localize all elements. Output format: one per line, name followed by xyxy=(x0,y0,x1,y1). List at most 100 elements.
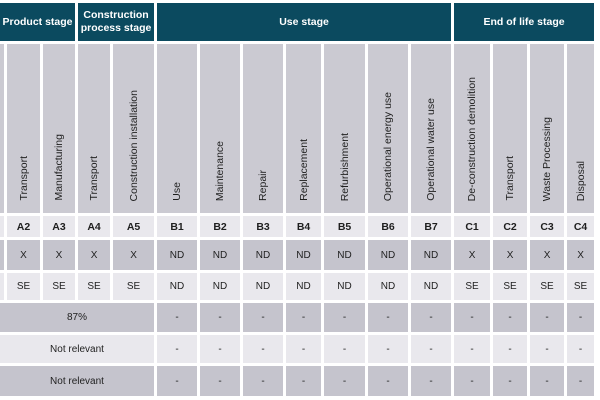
module-label-cell: De-construction demolition xyxy=(454,44,491,213)
cut-column-cell xyxy=(0,273,4,300)
module-label-cell: Waste Processing xyxy=(530,44,565,213)
module-code: C2 xyxy=(493,216,528,237)
module-label-cell: Transport xyxy=(493,44,528,213)
bottom-row-label: 87% xyxy=(0,303,155,332)
cut-column-cell xyxy=(0,44,4,213)
dash-cell: - xyxy=(368,335,409,363)
scenario-cell: ND xyxy=(157,273,198,300)
dash-cell: - xyxy=(454,303,491,332)
module-label-cell: Transport xyxy=(78,44,111,213)
module-code: C1 xyxy=(454,216,491,237)
module-name-row: Transport Manufacturing Transport Constr… xyxy=(0,44,595,213)
dash-cell: - xyxy=(243,303,284,332)
scenario-cell: SE xyxy=(113,273,155,300)
dash-cell: - xyxy=(243,335,284,363)
module-label-cell: Replacement xyxy=(286,44,322,213)
module-label: Operational water use xyxy=(425,98,438,201)
module-code: A5 xyxy=(113,216,155,237)
scenario-cell: SE xyxy=(530,273,565,300)
module-code: B2 xyxy=(200,216,241,237)
module-label-cell: Maintenance xyxy=(200,44,241,213)
dash-cell: - xyxy=(411,303,452,332)
module-code: B1 xyxy=(157,216,198,237)
dash-cell: - xyxy=(493,366,528,396)
module-label: Transport xyxy=(504,156,517,201)
module-code: A3 xyxy=(43,216,76,237)
declared-cell: X xyxy=(567,240,595,270)
dash-cell: - xyxy=(324,335,366,363)
dash-cell: - xyxy=(567,366,595,396)
declared-cell: ND xyxy=(324,240,366,270)
dash-cell: - xyxy=(411,366,452,396)
dash-cell: - xyxy=(200,366,241,396)
dash-cell: - xyxy=(530,366,565,396)
declared-cell: X xyxy=(43,240,76,270)
module-label-cell: Refurbishment xyxy=(324,44,366,213)
stage-header-row: Product stage Construction process stage… xyxy=(0,3,595,41)
dash-cell: - xyxy=(157,366,198,396)
dash-cell: - xyxy=(286,335,322,363)
declared-cell: X xyxy=(113,240,155,270)
module-code: B7 xyxy=(411,216,452,237)
stage-header-construction: Construction process stage xyxy=(78,3,155,41)
scenario-cell: SE xyxy=(567,273,595,300)
scenario-cell: SE xyxy=(7,273,40,300)
cut-column-cell xyxy=(0,216,4,237)
declared-cell: X xyxy=(78,240,111,270)
module-label-cell: Operational water use xyxy=(411,44,452,213)
dash-cell: - xyxy=(200,335,241,363)
bottom-row-percentage: 87% - - - - - - - - - - - xyxy=(0,303,595,332)
module-label: Transport xyxy=(88,156,101,201)
module-label: De-construction demolition xyxy=(466,76,479,201)
dash-cell: - xyxy=(368,303,409,332)
declared-cell: X xyxy=(7,240,40,270)
module-code: B5 xyxy=(324,216,366,237)
module-label-cell: Disposal xyxy=(567,44,595,213)
dash-cell: - xyxy=(530,335,565,363)
dash-cell: - xyxy=(454,335,491,363)
declared-cell: X xyxy=(530,240,565,270)
scenario-row: SE SE SE SE ND ND ND ND ND ND ND SE SE S… xyxy=(0,273,595,300)
dash-cell: - xyxy=(157,303,198,332)
module-label: Operational energy use xyxy=(382,91,395,201)
scenario-cell: ND xyxy=(411,273,452,300)
declared-cell: X xyxy=(493,240,528,270)
module-label: Refurbishment xyxy=(338,132,351,201)
scenario-cell: ND xyxy=(368,273,409,300)
module-code: B3 xyxy=(243,216,284,237)
declared-cell: ND xyxy=(286,240,322,270)
module-label-cell: Construction installation xyxy=(113,44,155,213)
stage-header-end-of-life: End of life stage xyxy=(454,3,595,41)
module-code: B6 xyxy=(368,216,409,237)
dash-cell: - xyxy=(243,366,284,396)
declared-cell: ND xyxy=(157,240,198,270)
dash-cell: - xyxy=(324,303,366,332)
dash-cell: - xyxy=(493,303,528,332)
module-code: A2 xyxy=(7,216,40,237)
module-label: Maintenance xyxy=(214,140,227,201)
module-label-cell: Manufacturing xyxy=(43,44,76,213)
module-code: B4 xyxy=(286,216,322,237)
module-code: C3 xyxy=(530,216,565,237)
module-label-cell: Operational energy use xyxy=(368,44,409,213)
module-label: Manufacturing xyxy=(53,134,66,201)
scenario-cell: ND xyxy=(200,273,241,300)
declared-cell: X xyxy=(454,240,491,270)
scenario-cell: SE xyxy=(78,273,111,300)
module-label: Use xyxy=(171,182,184,201)
scenario-cell: SE xyxy=(493,273,528,300)
bottom-row-not-relevant-1: Not relevant - - - - - - - - - - - xyxy=(0,335,595,363)
declared-cell: ND xyxy=(368,240,409,270)
dash-cell: - xyxy=(368,366,409,396)
module-code-row: A2 A3 A4 A5 B1 B2 B3 B4 B5 B6 B7 C1 C2 C… xyxy=(0,216,595,237)
declared-module-row: X X X X ND ND ND ND ND ND ND X X X X xyxy=(0,240,595,270)
dash-cell: - xyxy=(411,335,452,363)
dash-cell: - xyxy=(286,303,322,332)
dash-cell: - xyxy=(567,335,595,363)
declared-cell: ND xyxy=(200,240,241,270)
dash-cell: - xyxy=(530,303,565,332)
module-label: Transport xyxy=(17,156,30,201)
stage-header-product: Product stage xyxy=(0,3,76,41)
bottom-row-label: Not relevant xyxy=(0,335,155,363)
